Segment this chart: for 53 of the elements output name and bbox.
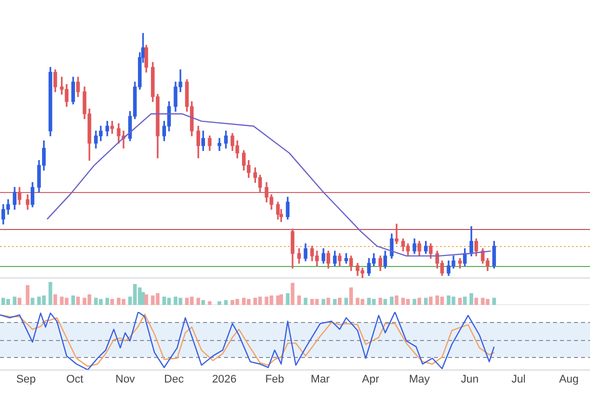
bar bbox=[463, 296, 467, 305]
bar bbox=[394, 295, 398, 305]
bar bbox=[144, 294, 148, 305]
bar bbox=[349, 287, 353, 305]
bar bbox=[224, 300, 228, 305]
bar bbox=[276, 295, 280, 305]
bar bbox=[71, 295, 75, 305]
bar bbox=[110, 298, 114, 305]
bar bbox=[492, 298, 496, 305]
bar bbox=[458, 298, 462, 305]
bar bbox=[290, 282, 294, 305]
bar bbox=[218, 301, 222, 305]
bar bbox=[390, 296, 394, 305]
x-tick-label: Sep bbox=[16, 373, 36, 386]
bar bbox=[326, 298, 330, 305]
bar bbox=[48, 282, 52, 305]
bar bbox=[470, 293, 474, 305]
x-tick-label: Feb bbox=[265, 373, 284, 386]
x-tick-label: Nov bbox=[115, 373, 136, 386]
bar bbox=[304, 298, 308, 305]
bar bbox=[428, 296, 433, 305]
bar bbox=[378, 298, 382, 305]
bar bbox=[474, 298, 478, 305]
bar bbox=[332, 298, 337, 305]
bar bbox=[76, 296, 80, 305]
bar bbox=[383, 298, 388, 305]
bar bbox=[30, 298, 34, 305]
bar bbox=[201, 300, 205, 305]
bar bbox=[26, 285, 30, 305]
bar bbox=[297, 295, 301, 305]
x-tick-label: 2026 bbox=[212, 373, 237, 386]
bar bbox=[196, 298, 200, 305]
bar bbox=[279, 294, 284, 305]
x-tick-label: May bbox=[408, 373, 430, 386]
x-tick-label: Apr bbox=[362, 373, 380, 386]
bar bbox=[344, 298, 348, 305]
bar bbox=[208, 301, 212, 305]
x-tick-label: Aug bbox=[559, 373, 579, 386]
bar bbox=[12, 296, 16, 305]
x-tick-label: Jun bbox=[460, 373, 479, 386]
bar bbox=[418, 298, 422, 305]
bar bbox=[53, 294, 58, 305]
x-tick-label: Jul bbox=[511, 373, 526, 386]
x-tick-label: Oct bbox=[66, 373, 84, 386]
bar bbox=[338, 298, 342, 305]
bar bbox=[286, 293, 290, 305]
x-tick-label: Dec bbox=[164, 373, 184, 386]
bar bbox=[322, 298, 326, 305]
bar bbox=[424, 298, 428, 305]
x-tick-label: Mar bbox=[310, 373, 330, 386]
bar bbox=[412, 298, 416, 305]
bar bbox=[105, 298, 110, 305]
bar bbox=[18, 298, 22, 305]
